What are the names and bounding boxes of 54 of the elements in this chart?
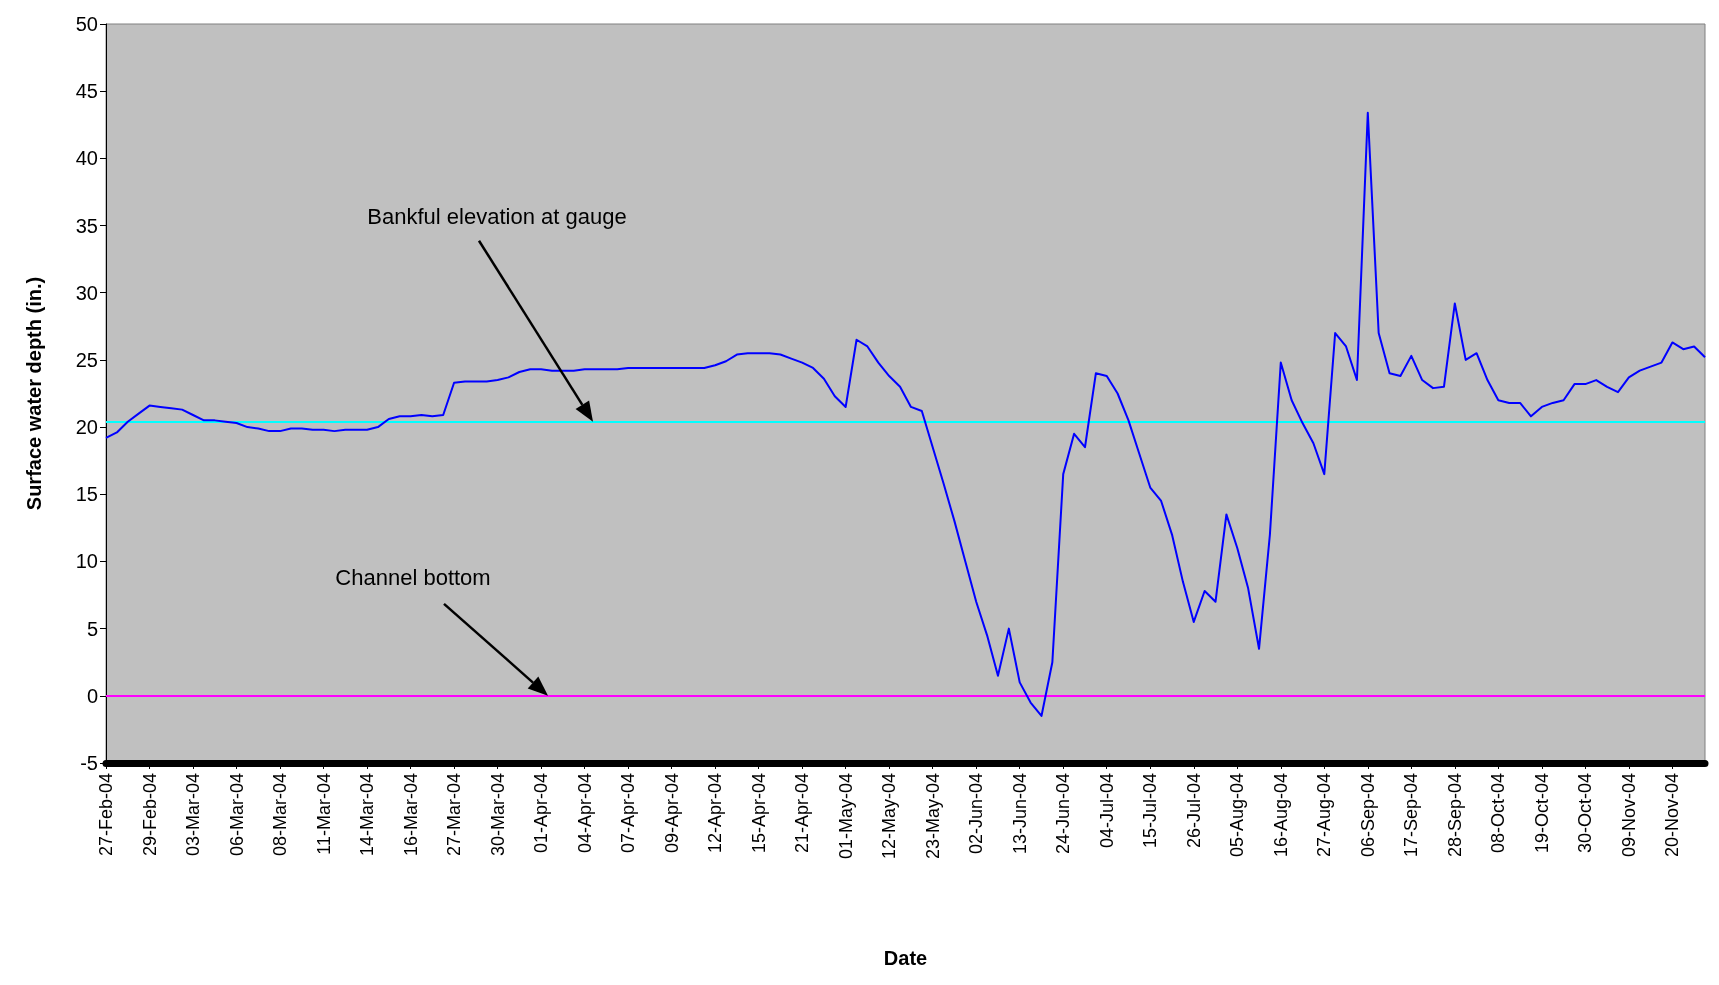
x-tick-label: 28-Sep-04 <box>1444 773 1465 858</box>
x-tick-label: 16-Aug-04 <box>1270 773 1291 858</box>
x-tick-label: 24-Jun-04 <box>1053 773 1074 855</box>
y-tick-label: -5 <box>80 752 98 774</box>
x-tick-label: 04-Jul-04 <box>1096 773 1117 849</box>
y-tick-label: 15 <box>75 483 98 506</box>
x-tick-label: 29-Feb-04 <box>139 773 160 857</box>
x-tick-label: 07-Apr-04 <box>618 773 639 854</box>
x-tick-label: 19-Oct-04 <box>1531 773 1552 854</box>
y-tick-label: 5 <box>86 617 98 640</box>
y-tick-label: 25 <box>75 348 98 371</box>
y-tick-label: 40 <box>75 147 98 170</box>
x-tick-label: 08-Mar-04 <box>270 773 291 857</box>
x-tick-label: 01-May-04 <box>835 773 856 860</box>
y-tick-label: 20 <box>75 416 98 439</box>
y-tick-label: 10 <box>75 550 98 573</box>
y-tick-label: 45 <box>75 80 98 103</box>
x-tick-label: 08-Oct-04 <box>1488 773 1509 854</box>
y-axis-title: Surface water depth (in.) <box>23 276 45 511</box>
x-tick-label: 12-May-04 <box>879 773 900 860</box>
line-series <box>105 111 1706 717</box>
x-tick-label: 06-Mar-04 <box>226 773 247 857</box>
x-tick-label: 26-Jul-04 <box>1183 773 1204 849</box>
y-tick-label: 50 <box>75 13 98 35</box>
x-tick-label: 04-Apr-04 <box>574 773 595 854</box>
x-tick-label: 05-Aug-04 <box>1227 773 1248 858</box>
x-tick-label: 09-Nov-04 <box>1618 773 1639 858</box>
x-tick-label: 17-Sep-04 <box>1401 773 1422 858</box>
x-tick-label: 09-Apr-04 <box>661 773 682 854</box>
x-axis-title: Date <box>883 947 928 969</box>
x-tick-label: 27-Feb-04 <box>96 773 116 857</box>
x-tick-label: 03-Mar-04 <box>183 773 204 857</box>
x-tick-label: 16-Mar-04 <box>400 773 421 857</box>
x-tick-label: 01-Apr-04 <box>531 773 552 854</box>
annotation: Channel bottom <box>335 565 491 591</box>
x-tick-label: 27-Mar-04 <box>444 773 465 857</box>
x-tick-label: 14-Mar-04 <box>357 773 378 857</box>
x-tick-label: 27-Aug-04 <box>1314 773 1335 858</box>
x-tick-label: 06-Sep-04 <box>1357 773 1378 858</box>
x-tick-label: 30-Oct-04 <box>1575 773 1596 854</box>
x-tick-label: 23-May-04 <box>922 773 943 860</box>
x-tick-label: 21-Apr-04 <box>792 773 813 854</box>
y-tick-label: 0 <box>86 684 98 707</box>
x-tick-label: 02-Jun-04 <box>966 773 987 855</box>
x-tick-label: 15-Jul-04 <box>1140 773 1161 849</box>
y-tick-label: 35 <box>75 214 98 237</box>
x-tick-label: 30-Mar-04 <box>487 773 508 857</box>
annotation: Bankful elevation at gauge <box>367 204 627 230</box>
x-tick-label: 15-Apr-04 <box>748 773 769 854</box>
x-tick-label: 11-Mar-04 <box>313 773 334 855</box>
x-tick-label: 20-Nov-04 <box>1662 773 1683 858</box>
y-tick-label: 30 <box>75 281 98 304</box>
x-tick-label: 13-Jun-04 <box>1009 773 1030 855</box>
x-tick-label: 12-Apr-04 <box>705 773 726 854</box>
